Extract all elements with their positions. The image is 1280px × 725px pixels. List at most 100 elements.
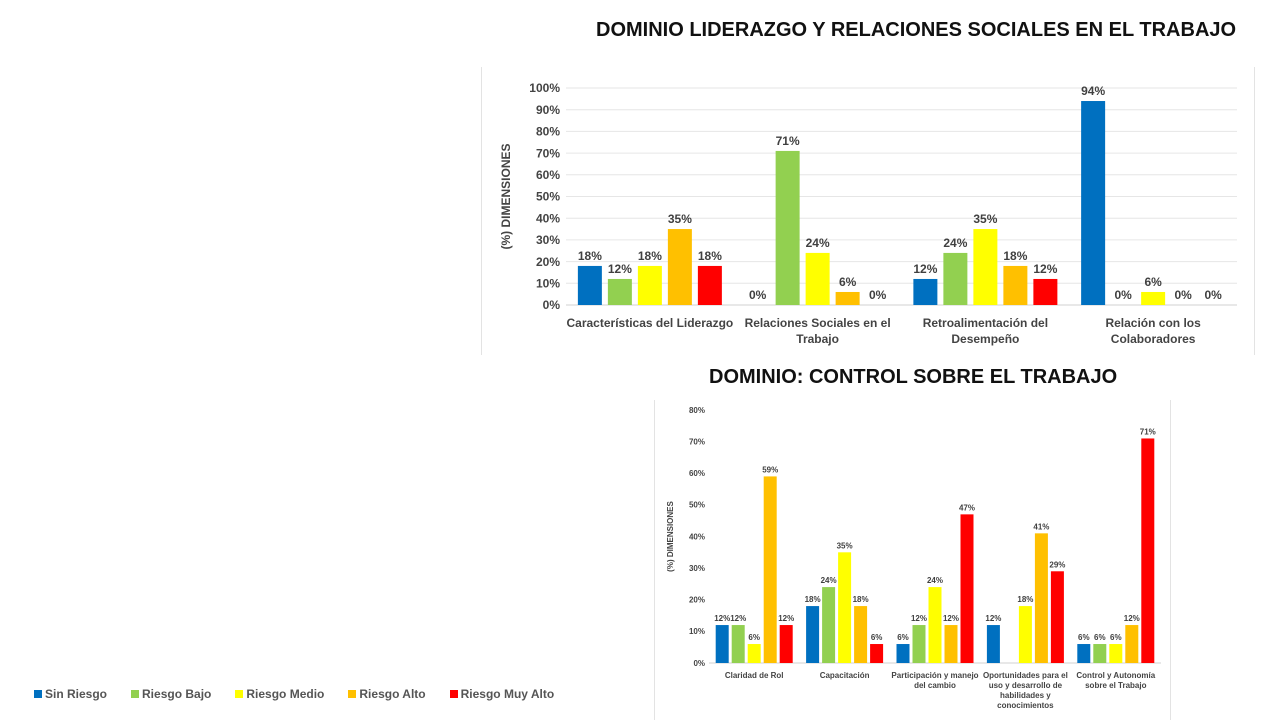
y-tick-label: 80% [689,406,705,415]
data-label: 6% [1094,633,1106,642]
legend-swatch [34,690,42,698]
bar-3-3 [1034,533,1048,663]
chart-legend: Sin Riesgo Riesgo Bajo Riesgo Medio Riesgo … [34,687,578,701]
legend-item: Riesgo Alto [348,687,426,701]
bar-3-0 [1081,101,1106,305]
chart-panel-liderazgo: 0% 10% 20% 30% 40% 50% 60% 70% 80% 90% 100% (%) DIM… [481,67,1255,355]
legend-swatch [131,690,140,698]
bar-1-1 [775,150,800,305]
y-tick-label: 50% [689,501,705,510]
legend-item: Riesgo Bajo [131,687,211,701]
data-label: 71% [776,134,800,148]
category-label: Desempeño [951,332,1019,346]
legend-item: Sin Riesgo [34,687,107,701]
category-label: Capacitación [820,671,870,680]
bar-chart-control: 0% 10% 20% 30% 40% 50% 60% 70% 80% (%) DIMENSIONE… [666,406,1161,710]
category-label: Claridad de Rol [725,671,784,680]
data-label: 6% [839,275,857,289]
category-label: Colaboradores [1111,332,1196,346]
bar-1-0 [806,606,820,663]
bar-0-2 [747,644,761,663]
data-label: 6% [1144,275,1162,289]
bar-4-1 [1093,644,1107,663]
data-label: 6% [1078,633,1090,642]
chart-title-control: DOMINIO: CONTROL SOBRE EL TRABAJO [709,366,1118,388]
data-label: 12% [778,614,794,623]
bar-2-3 [944,625,958,663]
category-label: Control y Autonomía [1076,671,1155,680]
data-label: 12% [1124,614,1140,623]
category-label: Participación y manejo [891,671,978,680]
data-label: 18% [578,249,602,263]
bar-1-1 [822,587,836,663]
category-label: Retroalimentación del [923,316,1048,330]
bar-3-0 [986,625,1000,663]
bar-0-1 [731,625,745,663]
bar-2-2 [928,587,942,663]
data-label: 0% [1204,288,1222,302]
legend-label: Riesgo Medio [246,687,325,701]
y-tick-label: 0% [693,659,705,668]
data-label: 12% [714,614,730,623]
data-label: 12% [913,262,937,276]
bar-1-2 [838,552,852,663]
y-axis-title: (%) DIMENSIONES [666,501,675,572]
data-label: 0% [869,288,887,302]
data-label: 6% [897,633,909,642]
category-label: del cambio [914,681,956,690]
bar-1-3 [854,606,868,663]
category-label: Trabajo [796,332,839,346]
bar-1-3 [835,291,860,305]
data-label: 12% [730,614,746,623]
bar-4-4 [1141,438,1155,663]
data-label: 18% [853,595,869,604]
data-label: 6% [748,633,760,642]
data-label: 24% [821,576,837,585]
bar-0-1 [607,278,632,305]
y-tick-label: 40% [536,211,560,225]
category-label: habilidades y [1000,691,1051,700]
bar-4-0 [1077,644,1091,663]
bar-0-0 [577,265,602,305]
data-label: 24% [943,236,967,250]
bar-0-3 [667,229,692,305]
chart-title-liderazgo: DOMINIO LIDERAZGO Y RELACIONES SOCIALES … [596,19,1237,41]
data-label: 41% [1033,522,1049,531]
y-tick-label: 70% [536,146,560,160]
y-tick-label: 60% [536,168,560,182]
bar-0-0 [715,625,729,663]
legend-swatch [449,690,458,698]
bar-4-3 [1125,625,1139,663]
y-tick-label: 10% [689,627,705,636]
legend-swatch [235,690,244,698]
bar-2-0 [913,278,938,305]
bar-2-4 [960,514,974,663]
bar-0-2 [637,265,662,305]
legend-label: Riesgo Alto [359,687,426,701]
bar-1-2 [805,252,830,305]
data-label: 12% [608,262,632,276]
bar-2-2 [973,229,998,305]
category-label: sobre el Trabajo [1085,681,1146,690]
data-label: 0% [749,288,767,302]
y-tick-label: 50% [536,190,560,204]
y-tick-label: 90% [536,103,560,117]
data-label: 12% [1033,262,1057,276]
chart-panel-control: 0% 10% 20% 30% 40% 50% 60% 70% 80% (%) DIMENSIONE… [654,400,1171,720]
y-tick-label: 30% [536,233,560,247]
bar-0-4 [779,625,793,663]
bar-2-1 [943,252,968,305]
category-label: uso y desarrollo de [989,681,1063,690]
data-label: 6% [871,633,883,642]
bar-3-4 [1050,571,1064,663]
y-tick-label: 20% [536,255,560,269]
bar-0-4 [697,265,722,305]
data-label: 12% [911,614,927,623]
data-label: 12% [943,614,959,623]
bar-4-2 [1109,644,1123,663]
y-tick-label: 80% [536,125,560,139]
data-label: 0% [1174,288,1192,302]
bar-0-3 [763,476,777,663]
data-label: 47% [959,503,975,512]
bar-2-1 [912,625,926,663]
